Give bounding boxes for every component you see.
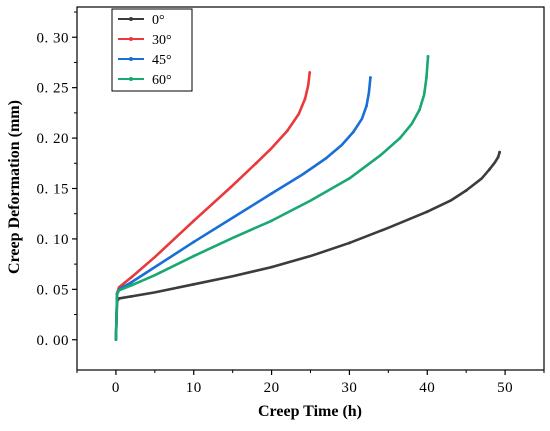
series-point-2 [324, 156, 328, 160]
y-tick-label: 0. 05 [37, 282, 70, 298]
y-axis-title: Creep Deformation (mm) [6, 100, 23, 274]
series-point-3 [426, 55, 430, 58]
series-point-0 [270, 265, 273, 269]
series-point-3 [115, 292, 119, 296]
x-tick-label: 30 [341, 380, 357, 396]
series-point-3 [270, 219, 273, 223]
series-point-1 [254, 161, 258, 165]
series-point-1 [308, 71, 312, 74]
y-tick-label: 0. 15 [37, 182, 70, 198]
series-line-3 [114, 55, 430, 342]
series-point-0 [496, 155, 500, 159]
y-tick-label: 0. 00 [37, 333, 70, 349]
series-line-0 [114, 150, 501, 342]
series-point-1 [130, 275, 133, 279]
legend-swatch-marker [129, 37, 133, 41]
series-line-2 [114, 76, 372, 342]
legend-box [111, 8, 193, 92]
series-point-1 [285, 129, 289, 133]
legend-label: 0° [152, 13, 165, 28]
series-point-1 [192, 219, 196, 223]
series-point-0 [130, 294, 133, 298]
series-point-0 [348, 241, 351, 245]
series-point-0 [192, 282, 196, 286]
y-tick-label: 0. 10 [37, 232, 70, 248]
series-point-3 [398, 136, 402, 140]
series-point-0 [498, 150, 502, 154]
series-point-0 [464, 189, 468, 192]
series-point-3 [192, 254, 196, 258]
legend-label: 60° [152, 73, 172, 88]
x-axis-title: Creep Time (h) [258, 403, 362, 420]
y-tick-label: 0. 30 [37, 30, 70, 46]
x-tick-label: 20 [264, 380, 280, 396]
series-point-2 [130, 280, 133, 284]
series-point-0 [488, 167, 491, 171]
series-point-3 [348, 177, 351, 180]
series-point-3 [418, 108, 421, 112]
legend-swatch-marker [129, 57, 133, 61]
legend-swatch-marker [129, 77, 133, 81]
series-point-3 [425, 76, 428, 79]
legend-label: 30° [152, 33, 172, 48]
y-tick-label: 0. 25 [37, 81, 70, 97]
legend-swatch-marker [129, 17, 133, 21]
series-point-0 [425, 210, 429, 214]
series-point-2 [351, 130, 355, 134]
series-point-3 [130, 283, 133, 287]
x-tick-label: 10 [186, 380, 202, 396]
y-tick-label: 0. 20 [37, 131, 70, 147]
series-line-1 [114, 71, 312, 342]
series-point-1 [303, 97, 307, 101]
x-tick-label: 40 [419, 380, 435, 396]
x-tick-label: 50 [497, 380, 513, 396]
series-point-2 [365, 104, 368, 108]
series-point-2 [369, 76, 372, 79]
x-tick-label: 0 [112, 380, 120, 396]
series-point-2 [192, 240, 196, 244]
series-point-2 [270, 192, 273, 195]
legend-label: 45° [152, 53, 172, 68]
